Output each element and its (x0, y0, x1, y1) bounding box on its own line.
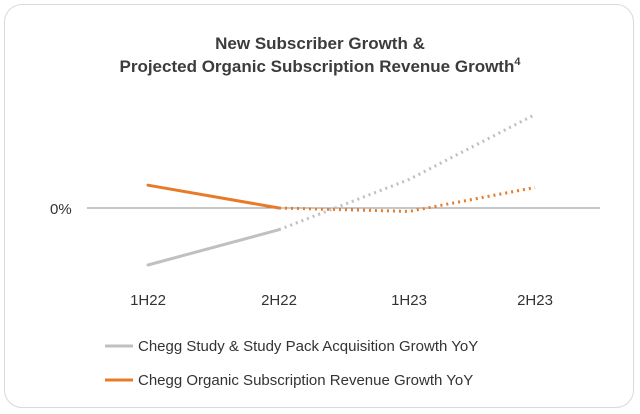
series-2-projected-line (278, 186, 536, 213)
chart-title-line-2: Projected Organic Subscription Revenue G… (120, 56, 522, 76)
series-2-actual-line (146, 183, 281, 210)
series-layer (146, 113, 536, 267)
x-tick-label-1h23: 1H23 (391, 292, 427, 309)
x-axis-ticks: 1H22 2H22 1H23 2H23 (130, 292, 553, 309)
series-1-actual-line (146, 228, 281, 267)
chart-title-superscript: 4 (514, 56, 521, 68)
x-tick-label-1h22: 1H22 (130, 292, 166, 309)
x-tick-label-2h23: 2H23 (517, 292, 553, 309)
chart-title-line-1: New Subscriber Growth & (215, 34, 425, 53)
legend-label-2: Chegg Organic Subscription Revenue Growt… (138, 372, 473, 389)
y-axis-zero-label: 0% (50, 201, 72, 218)
chart-card (4, 4, 634, 408)
x-tick-label-2h22: 2H22 (261, 292, 297, 309)
chart-title-line-2-text: Projected Organic Subscription Revenue G… (120, 57, 515, 76)
series-1-projected-line (278, 113, 536, 232)
legend: Chegg Study & Study Pack Acquisition Gro… (105, 338, 478, 389)
legend-label-1: Chegg Study & Study Pack Acquisition Gro… (138, 338, 478, 355)
